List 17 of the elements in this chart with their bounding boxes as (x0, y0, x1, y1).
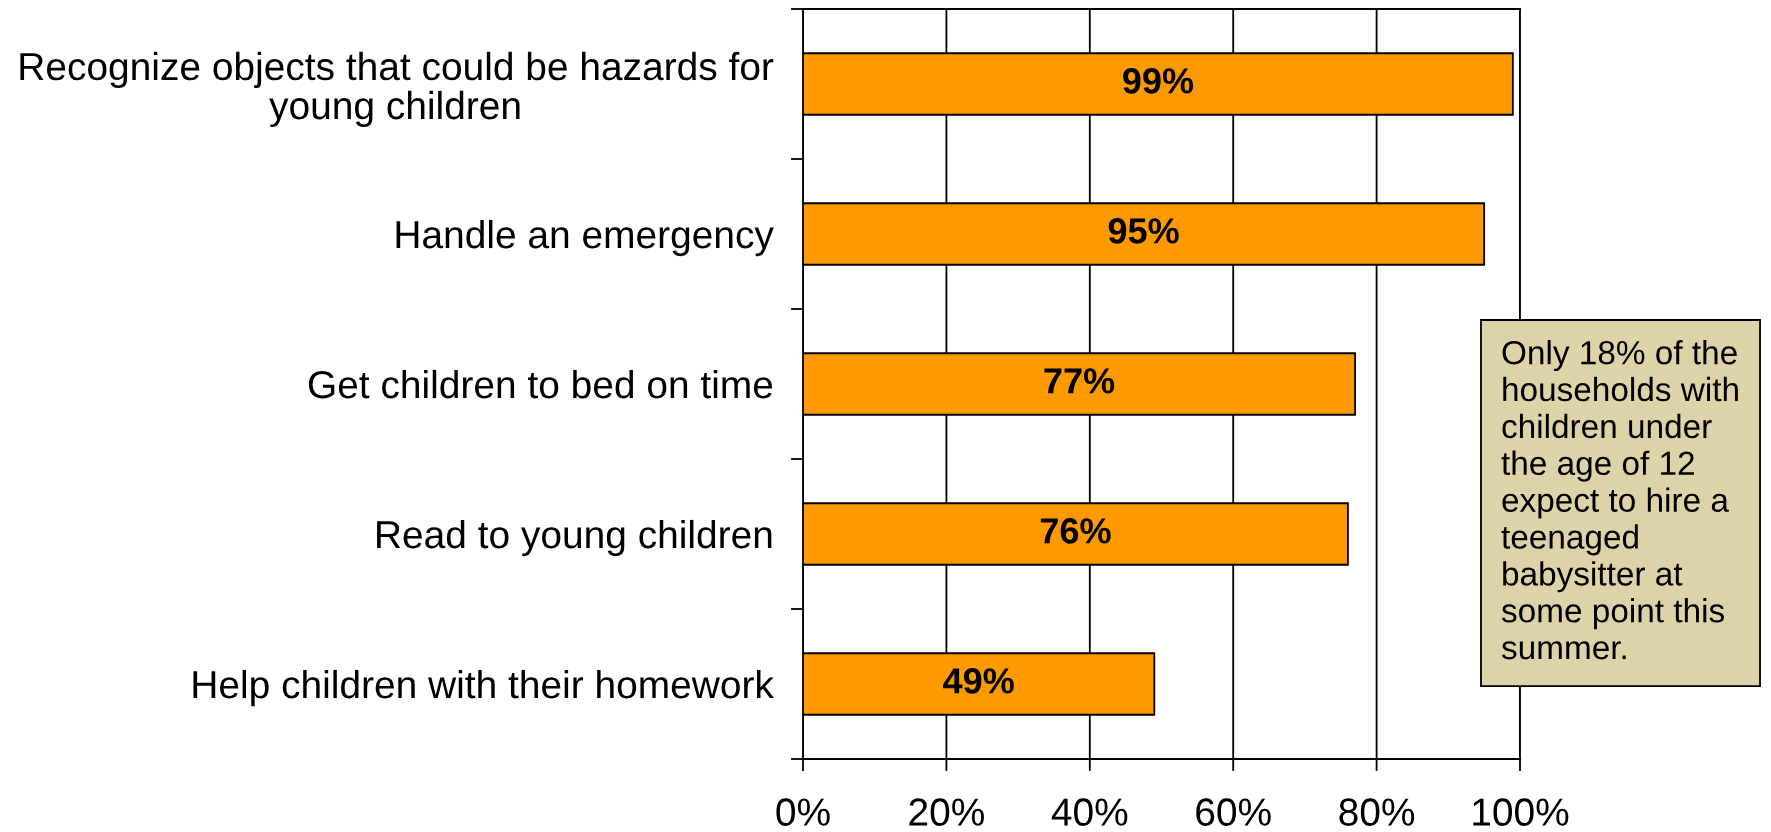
x-tick-label: 60% (1196, 798, 1271, 826)
data-label: 77% (1044, 368, 1115, 394)
y-tick-label: Help children with their homework (193, 669, 774, 707)
data-label: 99% (1123, 68, 1194, 94)
data-label: 95% (1108, 218, 1179, 244)
x-tick-label: 40% (1051, 798, 1128, 826)
y-tick-label: Get children to bed on time (308, 369, 773, 399)
y-tick-label: Recognize objects that could be hazards for young children (20, 51, 774, 128)
x-tick-label: 100% (1473, 798, 1569, 826)
data-label: 49% (943, 668, 1014, 694)
text: Only 18% of the households with children under the age of 12 expect to hire a teenaged babysitter at some point this summer. (1501, 340, 1738, 660)
x-tick-label: 20% (909, 798, 984, 826)
y-tick-label: Read to young children (377, 519, 772, 557)
x-tick-label: 0% (776, 798, 830, 826)
x-tick-label: 80% (1339, 798, 1415, 826)
y-tick-label: Handle an emergency (396, 219, 774, 257)
data-label: 76% (1040, 518, 1111, 544)
